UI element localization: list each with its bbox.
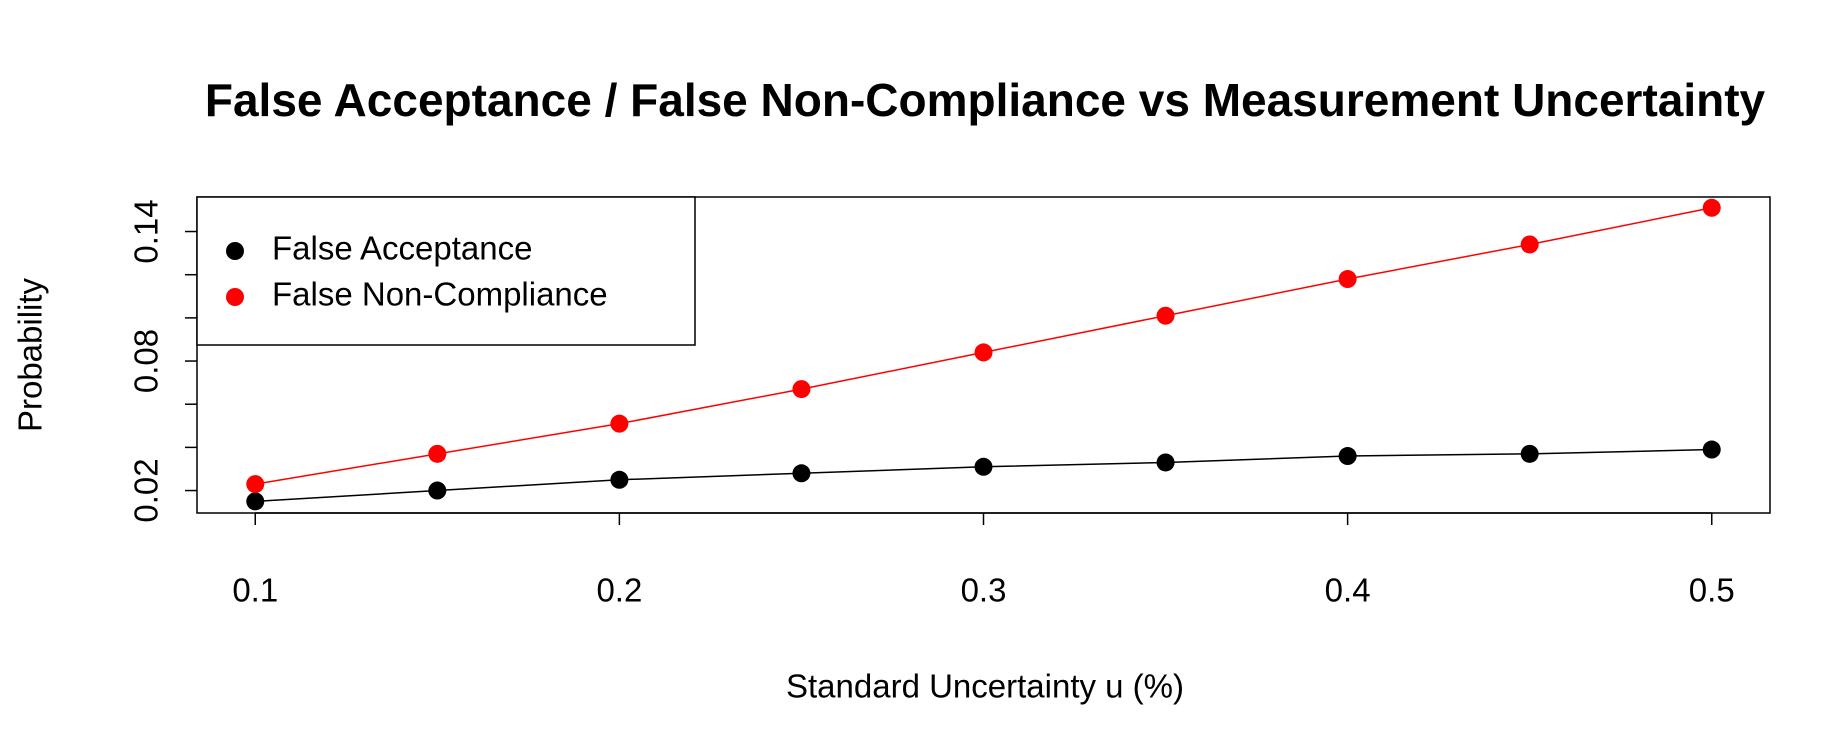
data-point: [1338, 270, 1357, 289]
data-point: [1520, 444, 1539, 463]
legend-marker: [226, 242, 244, 260]
data-point: [974, 343, 993, 362]
y-axis-label: Probability: [12, 277, 49, 432]
x-tick-label: 0.2: [596, 572, 642, 609]
data-point: [246, 492, 265, 511]
x-tick-label: 0.4: [1325, 572, 1371, 609]
data-point: [792, 464, 811, 483]
legend-label: False Non-Compliance: [272, 276, 608, 313]
data-point: [610, 414, 629, 433]
data-point: [1338, 447, 1357, 466]
chart-title: False Acceptance / False Non-Compliance …: [205, 74, 1766, 126]
data-point: [610, 470, 629, 489]
legend-marker: [226, 288, 244, 306]
legend-label: False Acceptance: [272, 230, 533, 267]
legend-box: [196, 196, 696, 346]
data-point: [1702, 440, 1721, 459]
data-point: [1156, 453, 1175, 472]
data-point: [974, 457, 993, 476]
x-tick-label: 0.3: [961, 572, 1007, 609]
data-point: [428, 444, 447, 463]
y-tick-label: 0.14: [128, 199, 165, 263]
data-point: [1702, 198, 1721, 217]
data-point: [1520, 235, 1539, 254]
data-point: [792, 380, 811, 399]
x-axis-label: Standard Uncertainty u (%): [786, 668, 1184, 705]
data-point: [1156, 306, 1175, 325]
x-tick-label: 0.1: [232, 572, 278, 609]
y-tick-label: 0.02: [128, 458, 165, 522]
y-tick-label: 0.08: [128, 329, 165, 393]
x-tick-label: 0.5: [1689, 572, 1735, 609]
data-point: [428, 481, 447, 500]
data-point: [246, 475, 265, 494]
